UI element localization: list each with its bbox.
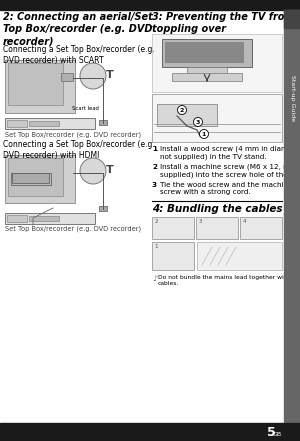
Bar xyxy=(8,63,63,105)
Text: 3: 3 xyxy=(152,182,157,188)
Polygon shape xyxy=(5,155,75,203)
Text: T: T xyxy=(106,165,114,175)
Bar xyxy=(197,242,282,270)
Bar xyxy=(162,39,252,67)
Text: 4: Bundling the cables: 4: Bundling the cables xyxy=(152,204,283,214)
Text: 5: 5 xyxy=(267,426,276,438)
Bar xyxy=(152,34,282,92)
Circle shape xyxy=(80,158,106,184)
Text: 4: 4 xyxy=(243,219,247,224)
Bar xyxy=(172,73,242,81)
Bar xyxy=(157,104,217,126)
Text: 3: Preventing the TV from
toppling over: 3: Preventing the TV from toppling over xyxy=(152,12,295,34)
Text: 2: 2 xyxy=(180,108,184,112)
Bar xyxy=(0,423,300,441)
Text: 1: 1 xyxy=(154,244,158,249)
Bar xyxy=(187,67,227,75)
FancyBboxPatch shape xyxy=(13,173,50,183)
Text: Tie the wood screw and the machine
screw with a strong cord.: Tie the wood screw and the machine screw… xyxy=(160,182,292,195)
Bar xyxy=(7,215,27,222)
Circle shape xyxy=(178,105,187,115)
Bar xyxy=(8,158,63,196)
Text: Do not bundle the mains lead together with other
cables.: Do not bundle the mains lead together wi… xyxy=(158,275,300,286)
Text: T: T xyxy=(106,70,114,80)
Text: 2: 2 xyxy=(155,219,158,224)
Bar xyxy=(99,206,107,211)
Text: 2: 2 xyxy=(152,164,157,170)
Bar xyxy=(29,121,59,126)
Text: ♪: ♪ xyxy=(152,274,158,283)
Circle shape xyxy=(194,117,202,127)
Bar xyxy=(152,94,282,142)
Bar xyxy=(7,120,27,127)
Text: 1: 1 xyxy=(152,146,157,152)
Circle shape xyxy=(80,63,106,89)
Bar xyxy=(61,73,73,81)
Bar xyxy=(0,0,300,10)
Bar xyxy=(152,242,194,270)
Text: Start-up Guide: Start-up Guide xyxy=(290,75,295,121)
Bar xyxy=(29,216,59,221)
Text: Connecting a Set Top Box/recorder (e.g.
DVD recorder) with SCART: Connecting a Set Top Box/recorder (e.g. … xyxy=(3,45,155,65)
Bar xyxy=(240,217,282,239)
Text: Connecting a Set Top Box/recorder (e.g.
DVD recorder) with HDMI: Connecting a Set Top Box/recorder (e.g. … xyxy=(3,140,155,160)
Bar xyxy=(152,217,194,239)
Text: Set Top Box/recorder (e.g. DVD recorder): Set Top Box/recorder (e.g. DVD recorder) xyxy=(5,131,141,138)
Bar xyxy=(284,10,300,28)
Text: 3: 3 xyxy=(199,219,202,224)
Circle shape xyxy=(200,130,208,138)
Text: 2: Connecting an aerial/Set
Top Box/recorder (e.g. DVD
recorder): 2: Connecting an aerial/Set Top Box/reco… xyxy=(3,12,153,46)
Bar xyxy=(99,120,107,125)
Text: Install a wood screw (4 mm in diameter,
not supplied) in the TV stand.: Install a wood screw (4 mm in diameter, … xyxy=(160,146,300,160)
Bar xyxy=(11,173,51,185)
Text: Scart lead: Scart lead xyxy=(72,106,98,111)
Text: GB: GB xyxy=(273,431,282,437)
Bar xyxy=(284,10,300,441)
Text: Set Top Box/recorder (e.g. DVD recorder): Set Top Box/recorder (e.g. DVD recorder) xyxy=(5,226,141,232)
Polygon shape xyxy=(5,60,75,113)
Text: 1: 1 xyxy=(202,131,206,137)
Text: 3: 3 xyxy=(196,120,200,124)
Bar xyxy=(5,213,95,224)
Bar xyxy=(196,217,238,239)
Bar xyxy=(165,42,243,62)
Text: Install a machine screw (M6 x 12, not
supplied) into the screw hole of the TV.: Install a machine screw (M6 x 12, not su… xyxy=(160,164,300,178)
Bar xyxy=(5,118,95,129)
